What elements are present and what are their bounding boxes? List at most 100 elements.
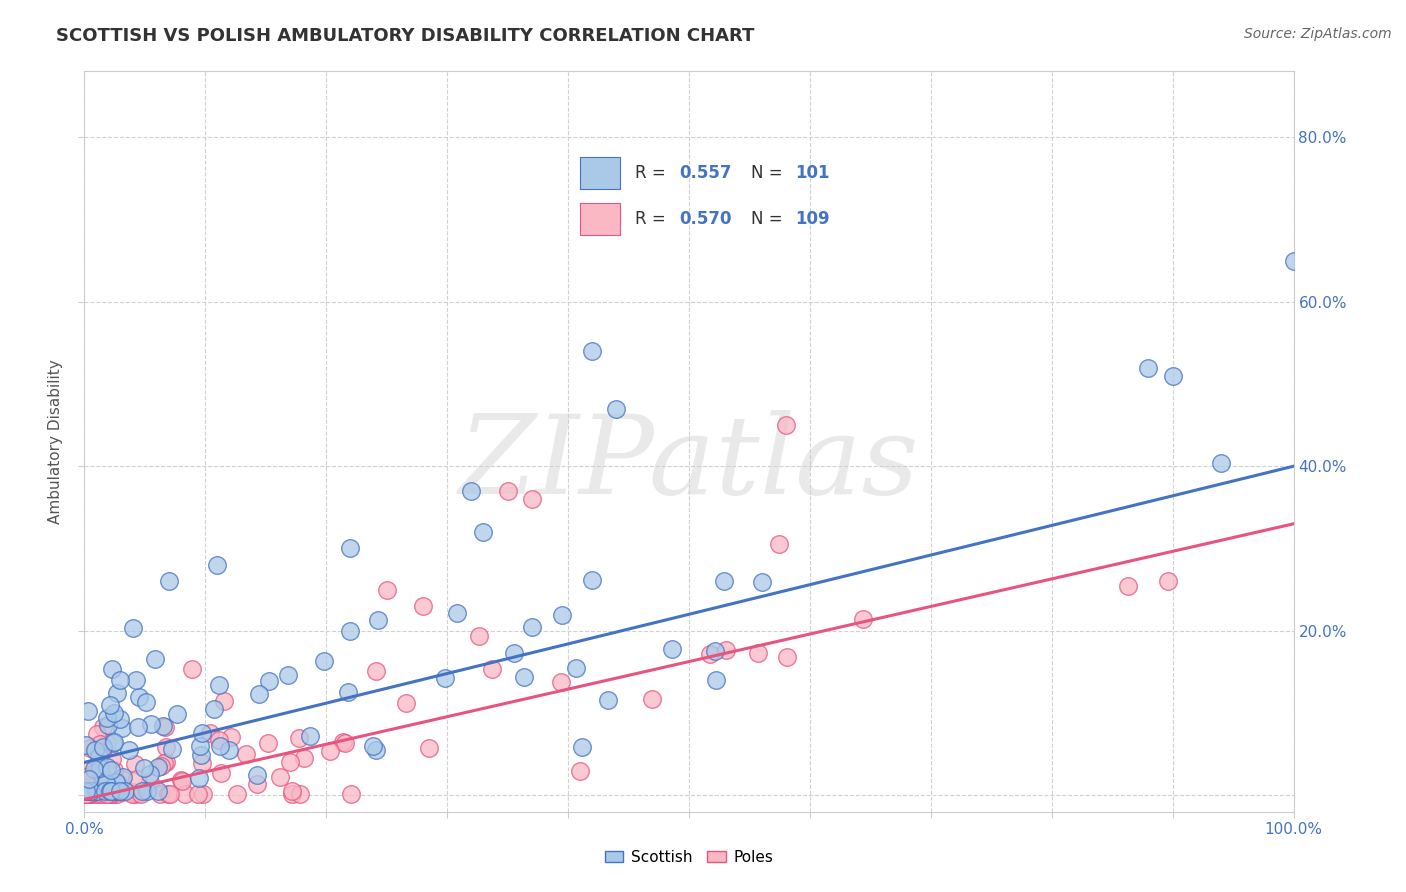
Point — [247, 687, 270, 701]
Point — [218, 743, 240, 757]
Point — [96, 718, 118, 732]
Point — [502, 646, 524, 660]
Point — [79, 788, 101, 802]
Point — [75, 784, 97, 798]
Legend: Scottish, Poles: Scottish, Poles — [599, 844, 779, 871]
Point — [550, 675, 572, 690]
Point — [214, 694, 236, 708]
Point — [103, 736, 125, 750]
Point — [128, 690, 150, 704]
Point — [713, 574, 735, 588]
Point — [105, 686, 128, 700]
Point — [703, 644, 725, 658]
Point — [87, 741, 110, 756]
Point — [75, 788, 97, 802]
Point — [90, 767, 112, 781]
Point — [520, 492, 543, 507]
Point — [124, 788, 146, 802]
Point — [98, 784, 121, 798]
Point — [298, 729, 321, 743]
Point — [472, 524, 495, 539]
Point — [157, 574, 180, 589]
Point — [699, 647, 721, 661]
Point — [96, 788, 118, 802]
Point — [75, 788, 97, 802]
Point — [75, 788, 97, 802]
Point — [1282, 253, 1305, 268]
Point — [98, 788, 121, 802]
Point — [714, 643, 737, 657]
Point — [768, 536, 790, 550]
Point — [468, 629, 491, 643]
Point — [139, 775, 162, 789]
Text: SCOTTISH VS POLISH AMBULATORY DISABILITY CORRELATION CHART: SCOTTISH VS POLISH AMBULATORY DISABILITY… — [56, 27, 755, 45]
Point — [775, 418, 797, 433]
Point — [162, 742, 184, 756]
Point — [581, 344, 603, 359]
Point — [159, 788, 181, 802]
Point — [121, 785, 143, 799]
Point — [339, 624, 361, 638]
Point — [89, 788, 111, 802]
Point — [146, 760, 169, 774]
Point — [77, 788, 100, 802]
Point — [84, 784, 107, 798]
Point — [111, 721, 134, 735]
Point — [75, 738, 97, 752]
Point — [209, 766, 232, 780]
Y-axis label: Ambulatory Disability: Ambulatory Disability — [48, 359, 63, 524]
Point — [198, 726, 221, 740]
Point — [257, 674, 280, 689]
Point — [89, 737, 111, 751]
Point — [94, 784, 117, 798]
Text: 0.570: 0.570 — [679, 210, 733, 228]
Point — [111, 772, 134, 787]
Point — [1161, 368, 1184, 383]
Point — [110, 784, 132, 798]
Point — [86, 727, 108, 741]
Point — [87, 756, 110, 771]
Point — [89, 748, 111, 763]
Text: R =: R = — [636, 210, 671, 228]
Point — [76, 784, 98, 798]
Point — [77, 772, 100, 786]
Point — [108, 673, 131, 687]
Point — [75, 788, 97, 802]
Point — [146, 784, 169, 798]
Point — [191, 788, 214, 802]
Point — [80, 784, 103, 798]
Point — [77, 788, 100, 802]
Point — [208, 739, 231, 754]
Point — [103, 734, 125, 748]
Point — [221, 730, 243, 744]
Point — [170, 773, 193, 788]
Point — [127, 720, 149, 734]
Point — [77, 788, 100, 802]
Point — [129, 788, 152, 802]
Point — [281, 784, 304, 798]
Point — [83, 762, 105, 776]
Point — [143, 651, 166, 665]
Point — [104, 784, 127, 798]
Point — [114, 784, 136, 798]
Point — [107, 788, 129, 802]
Point — [101, 786, 124, 800]
Point — [641, 692, 664, 706]
Point — [134, 760, 156, 774]
Point — [852, 612, 875, 626]
Point — [84, 743, 107, 757]
Point — [76, 788, 98, 802]
Point — [433, 671, 456, 685]
Point — [75, 788, 97, 802]
Point — [80, 779, 103, 793]
Point — [596, 693, 619, 707]
Point — [605, 401, 627, 416]
Point — [174, 788, 197, 802]
Point — [208, 678, 231, 692]
Point — [96, 711, 118, 725]
Point — [170, 772, 193, 787]
Point — [375, 582, 398, 597]
Point — [100, 751, 122, 765]
Point — [314, 654, 336, 668]
Point — [191, 756, 214, 770]
